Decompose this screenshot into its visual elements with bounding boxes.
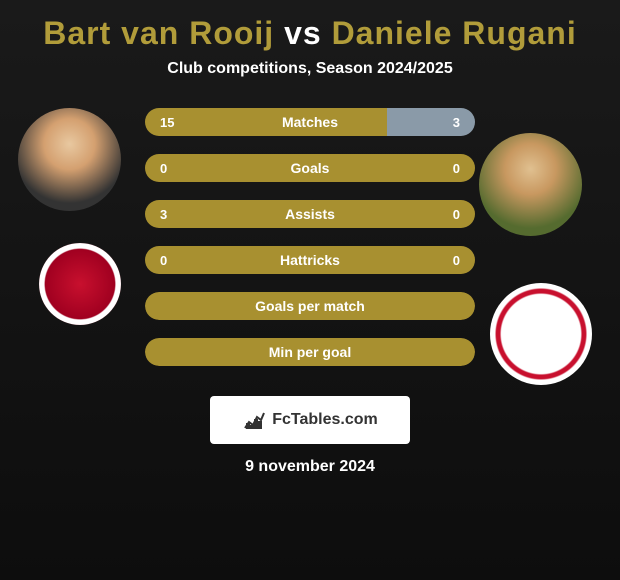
stat-label: Matches bbox=[195, 108, 425, 136]
stat-right-value: 3 bbox=[425, 108, 475, 136]
comparison-card: Bart van Rooij vs Daniele Rugani Club co… bbox=[0, 0, 620, 580]
stat-label: Goals bbox=[195, 154, 425, 182]
player2-name: Daniele Rugani bbox=[332, 15, 577, 51]
stat-left-value: 15 bbox=[145, 108, 195, 136]
stat-right-value: 0 bbox=[425, 200, 475, 228]
player1-name: Bart van Rooij bbox=[43, 15, 274, 51]
chart-icon bbox=[242, 408, 266, 432]
stat-bar-container: Matches bbox=[195, 108, 425, 136]
stat-label: Assists bbox=[195, 200, 425, 228]
date-text: 9 november 2024 bbox=[245, 458, 375, 476]
stat-left-value: 3 bbox=[145, 200, 195, 228]
player2-club-badge bbox=[490, 283, 592, 385]
player1-avatar bbox=[18, 108, 121, 211]
player2-avatar bbox=[479, 133, 582, 236]
stats-area: 15 Matches 3 0 Goals 0 3 Assists 0 0 Hat… bbox=[145, 108, 475, 384]
stat-left-value: 0 bbox=[145, 154, 195, 182]
stat-right-value: 0 bbox=[425, 246, 475, 274]
subtitle: Club competitions, Season 2024/2025 bbox=[167, 60, 452, 78]
player1-club-badge bbox=[39, 243, 121, 325]
brand-badge[interactable]: FcTables.com bbox=[210, 396, 410, 444]
brand-text: FcTables.com bbox=[272, 411, 378, 429]
main-area: 15 Matches 3 0 Goals 0 3 Assists 0 0 Hat… bbox=[10, 108, 610, 565]
stat-row-assists: 3 Assists 0 bbox=[145, 200, 475, 228]
stat-row-hattricks: 0 Hattricks 0 bbox=[145, 246, 475, 274]
stat-label: Min per goal bbox=[145, 338, 475, 366]
stat-label: Goals per match bbox=[145, 292, 475, 320]
stat-label: Hattricks bbox=[195, 246, 425, 274]
stat-row-goals-per-match: Goals per match bbox=[145, 292, 475, 320]
stat-row-goals: 0 Goals 0 bbox=[145, 154, 475, 182]
stat-right-value: 0 bbox=[425, 154, 475, 182]
stat-row-min-per-goal: Min per goal bbox=[145, 338, 475, 366]
stat-left-value: 0 bbox=[145, 246, 195, 274]
stat-row-matches: 15 Matches 3 bbox=[145, 108, 475, 136]
page-title: Bart van Rooij vs Daniele Rugani bbox=[43, 15, 576, 52]
vs-text: vs bbox=[284, 15, 322, 51]
